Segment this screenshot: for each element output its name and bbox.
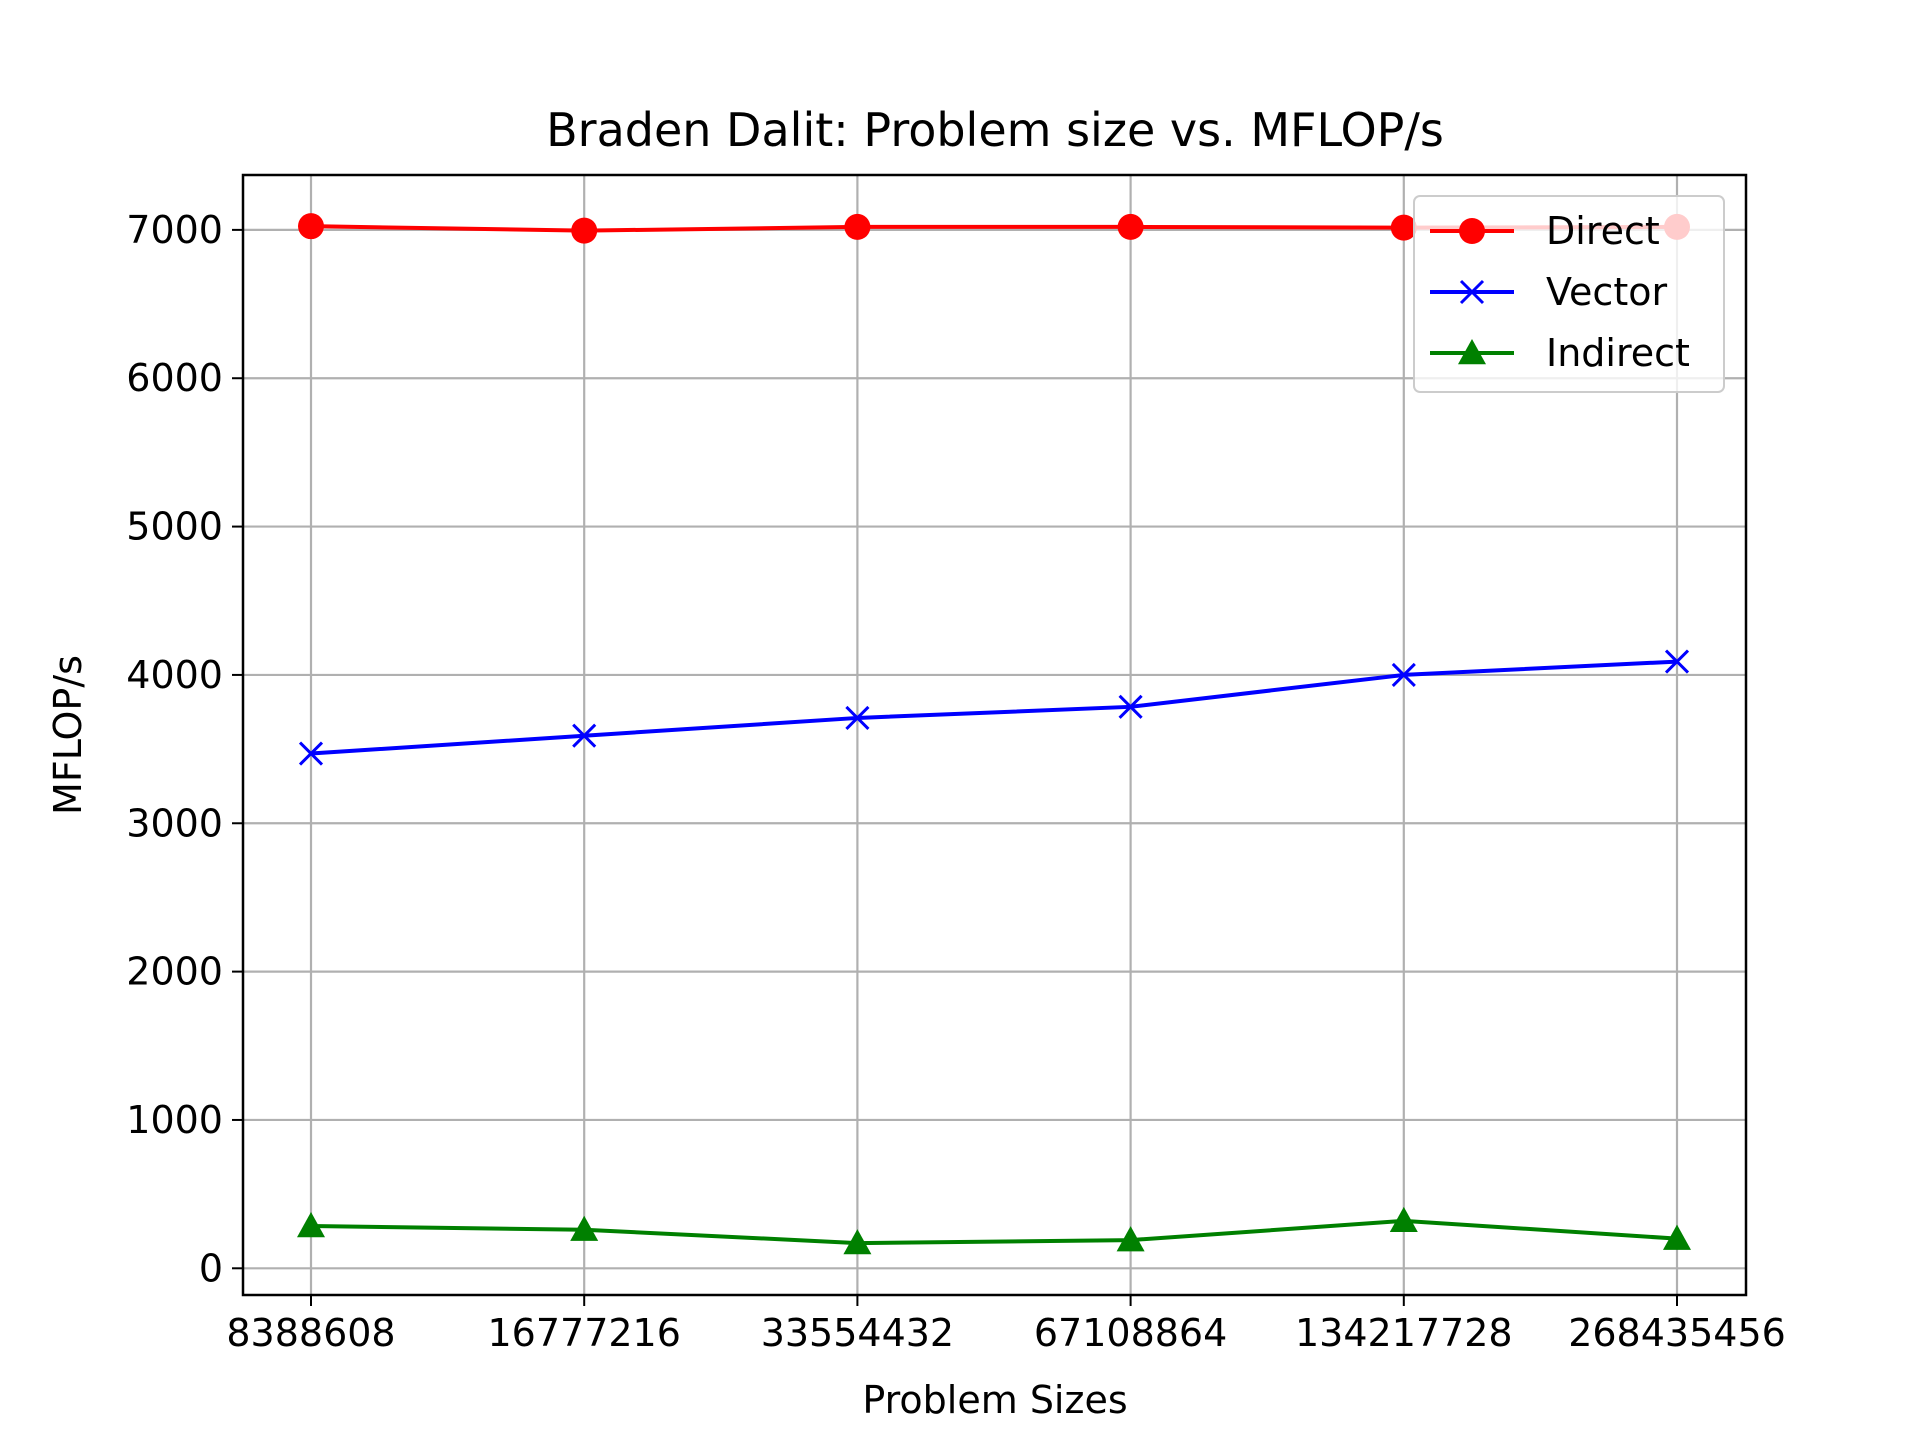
data-point	[572, 723, 597, 748]
data-point	[845, 705, 870, 731]
data-point	[571, 217, 598, 244]
data-point	[844, 213, 871, 240]
data-point	[1116, 1226, 1145, 1252]
y-tick-label: 3000	[126, 801, 223, 845]
series-vector	[298, 649, 1690, 766]
legend-marker	[1458, 339, 1486, 365]
x-axis-title: Problem Sizes	[862, 1378, 1127, 1422]
data-point	[1391, 662, 1416, 687]
data-point	[1117, 213, 1144, 240]
x-tick-label: 8388608	[226, 1311, 395, 1355]
plot-frame	[241, 173, 1748, 1297]
series-indirect	[297, 1206, 1691, 1255]
y-axis: 0 1000 2000 3000 4000 5000 6000 7000	[126, 208, 243, 1290]
legend-label: Direct	[1546, 209, 1660, 253]
data-point	[298, 741, 324, 766]
data-point	[843, 1229, 872, 1255]
legend-marker	[1459, 218, 1485, 244]
y-tick-label: 6000	[126, 356, 223, 400]
x-tick-label: 16777216	[487, 1311, 680, 1355]
series-line	[310, 1218, 1678, 1246]
x-tick-label: 67108864	[1034, 1311, 1227, 1355]
legend-item-indirect: Indirect	[1430, 331, 1690, 375]
data-point	[1390, 214, 1417, 241]
legend-item-vector: Vector	[1430, 270, 1667, 314]
y-tick-label: 0	[199, 1246, 223, 1290]
data-point	[1663, 1224, 1691, 1250]
legend-item-direct: Direct	[1430, 209, 1660, 253]
data-point	[570, 1215, 599, 1241]
legend-label: Indirect	[1546, 331, 1690, 375]
data-point	[1664, 649, 1690, 674]
legend: Direct Vector Indirect	[1413, 195, 1725, 393]
data-point	[298, 213, 324, 240]
y-tick-label: 1000	[126, 1098, 223, 1142]
legend-marker	[1459, 279, 1485, 305]
y-tick-label: 5000	[126, 505, 223, 549]
y-axis-title: MFLOP/s	[46, 655, 90, 815]
series-line	[310, 659, 1678, 756]
x-axis: 8388608 16777216 33554432 67108864 134217728…	[226, 1295, 1786, 1355]
chart-title: Braden Dalit: Problem size vs. MFLOP/s	[546, 103, 1444, 157]
y-tick-label: 4000	[126, 653, 223, 697]
legend-box	[1413, 195, 1725, 393]
y-tick-label: 7000	[126, 208, 223, 252]
data-point	[1118, 694, 1143, 719]
x-tick-label: 134217728	[1295, 1311, 1513, 1355]
data-point	[1389, 1206, 1418, 1233]
legend-label: Vector	[1546, 270, 1667, 314]
y-tick-label: 2000	[126, 950, 223, 994]
x-tick-label: 268435456	[1568, 1311, 1786, 1355]
data-point	[297, 1212, 325, 1238]
x-tick-label: 33554432	[761, 1311, 954, 1355]
